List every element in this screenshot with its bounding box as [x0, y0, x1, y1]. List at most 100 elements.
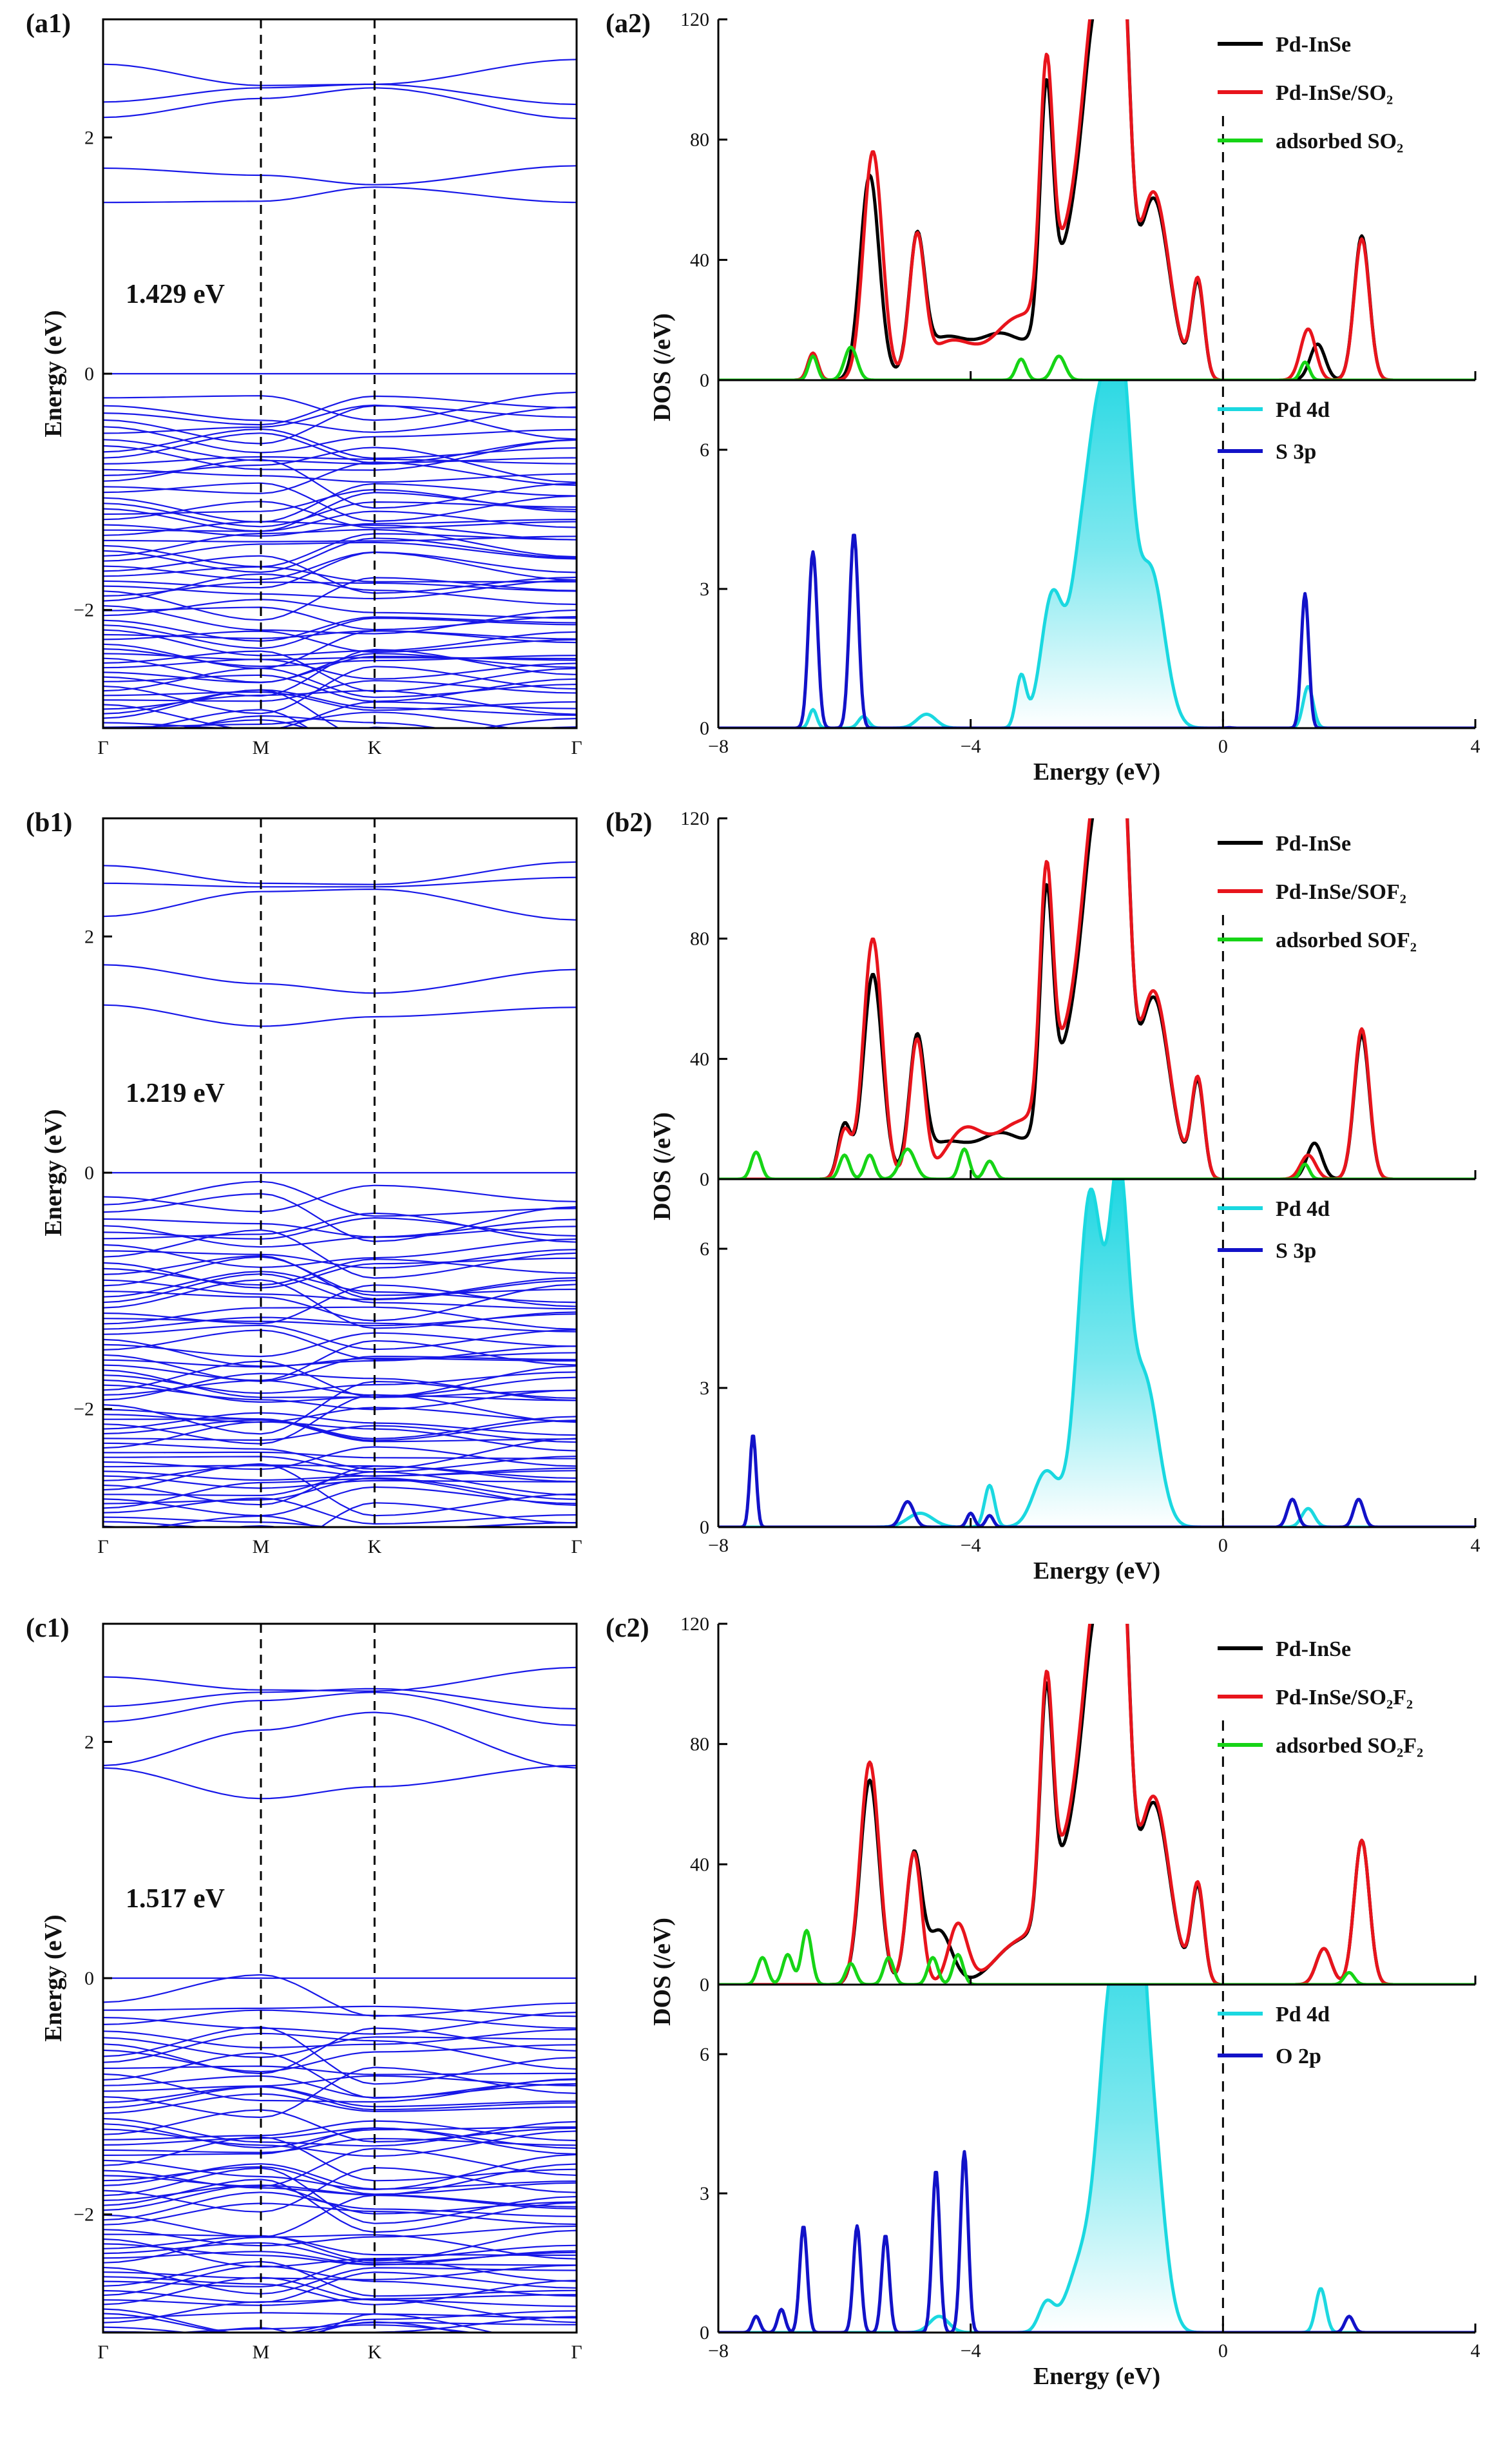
valence-band [103, 680, 577, 702]
valence-band [103, 1477, 577, 1505]
valence-band [103, 2136, 577, 2182]
valence-band [103, 1425, 577, 1443]
band-lines [103, 861, 577, 1564]
valence-band [103, 2229, 577, 2262]
y-tick-label: 80 [690, 130, 709, 151]
valence-band [103, 2163, 577, 2190]
valence-band [103, 2026, 577, 2085]
legend-label: Pd-InSe/SOF₂ [1276, 880, 1406, 904]
kpoint-label: Γ [97, 2342, 108, 2363]
valence-band [103, 1279, 577, 1301]
valence-band [103, 1180, 577, 1217]
valence-band [103, 2028, 577, 2049]
valence-band [103, 1418, 577, 1441]
conduction-band [103, 1691, 577, 1726]
conduction-band [103, 1004, 577, 1027]
panel-label: (a1) [26, 9, 71, 39]
conduction-band [103, 888, 577, 921]
dos-bottom-subplot [718, 1179, 1475, 1527]
valence-band [103, 630, 577, 640]
valence-band [103, 459, 577, 509]
valence-band [103, 533, 577, 568]
x-tick-label: 0 [1218, 736, 1228, 757]
valence-band [103, 528, 577, 558]
valence-band [103, 2313, 577, 2333]
valence-band [103, 2120, 577, 2142]
dos-top-subplot [718, 818, 1475, 1179]
valence-band [103, 577, 577, 621]
valence-band [103, 579, 577, 600]
legend-label: S 3p [1276, 440, 1316, 464]
y-tick-label: 3 [700, 579, 709, 600]
dos-fill-pd-4d [718, 1985, 1475, 2333]
valence-band [103, 1255, 577, 1300]
valence-band [103, 521, 577, 541]
valence-band [103, 650, 577, 693]
valence-band [319, 2313, 497, 2333]
valence-band [361, 726, 405, 728]
valence-band [103, 551, 577, 581]
valence-band [103, 2260, 577, 2297]
valence-band [103, 2184, 577, 2211]
y-tick-label: 0 [84, 363, 94, 385]
valence-band [103, 2065, 577, 2075]
y-tick-label: −2 [73, 600, 94, 621]
legend-label: Pd-InSe [1276, 1637, 1351, 1661]
dos-top-subplot [718, 1624, 1475, 1985]
kpoint-label: Γ [571, 2342, 582, 2363]
x-tick-label: 4 [1471, 1535, 1480, 1556]
valence-band [103, 667, 577, 698]
valence-band [103, 653, 577, 684]
band-gap-label: 1.429 eV [126, 280, 225, 309]
valence-band [103, 689, 577, 728]
valence-band [103, 1530, 577, 1564]
dos-panel-a2: (a2) 0 40 80 120 0 3 6 −8 −4 0 4 Energy (eV) DOS (/eV… [606, 9, 1480, 785]
valence-band [103, 2148, 577, 2188]
y-tick-label: 120 [680, 1613, 709, 1635]
valence-band [103, 1357, 577, 1368]
conduction-band [103, 1764, 577, 1800]
legend-label: S 3p [1276, 1239, 1316, 1263]
valence-band [103, 2086, 577, 2111]
valence-band [103, 2322, 577, 2333]
y-tick-label: −2 [73, 2204, 94, 2226]
y-tick-label: 120 [680, 808, 709, 829]
valence-band [103, 1477, 577, 1509]
valence-band [103, 2191, 577, 2221]
y-tick-label: 6 [700, 2044, 709, 2065]
conduction-band [103, 1666, 577, 1692]
valence-band [103, 1380, 577, 1401]
valence-band [103, 599, 577, 619]
valence-band [103, 1193, 577, 1242]
valence-band [103, 730, 577, 759]
valence-band [313, 2321, 463, 2333]
y-tick-label: 2 [84, 1731, 94, 1753]
valence-band [103, 2075, 577, 2099]
valence-band [103, 2005, 577, 2017]
y-tick-label: 0 [700, 1974, 709, 1996]
dos-curve-pd-4d [718, 1985, 1475, 2333]
valence-band [103, 461, 577, 494]
dos-panel-c2: (c2) 0 40 80 120 0 3 6 −8 −4 0 4 Energy (eV) DOS (/eV… [606, 1613, 1480, 2390]
valence-band [103, 1258, 577, 1286]
conduction-band [103, 861, 577, 885]
legend-label: Pd-InSe/SO₂ [1276, 81, 1393, 105]
valence-band [103, 2153, 577, 2191]
y-tick-label: 40 [690, 1854, 709, 1875]
dos-panel-b2: (b2) 0 40 80 120 0 3 6 −8 −4 0 4 Energy (eV) DOS (/eV… [606, 808, 1480, 1584]
valence-band [103, 456, 577, 465]
valence-band [103, 666, 577, 715]
conduction-band [103, 964, 577, 994]
y-tick-label: 0 [700, 1517, 709, 1538]
kpoint-label: Γ [97, 737, 108, 758]
conduction-band [103, 165, 577, 186]
y-tick-label: 2 [84, 127, 94, 148]
y-axis-title: Energy (eV) [40, 1109, 67, 1236]
valence-band [177, 719, 309, 728]
valence-band [103, 659, 577, 680]
valence-band [103, 426, 577, 454]
y-axis-title: DOS (/eV) [649, 1918, 676, 2026]
valence-band [103, 2066, 577, 2119]
y-tick-label: 120 [680, 9, 709, 30]
